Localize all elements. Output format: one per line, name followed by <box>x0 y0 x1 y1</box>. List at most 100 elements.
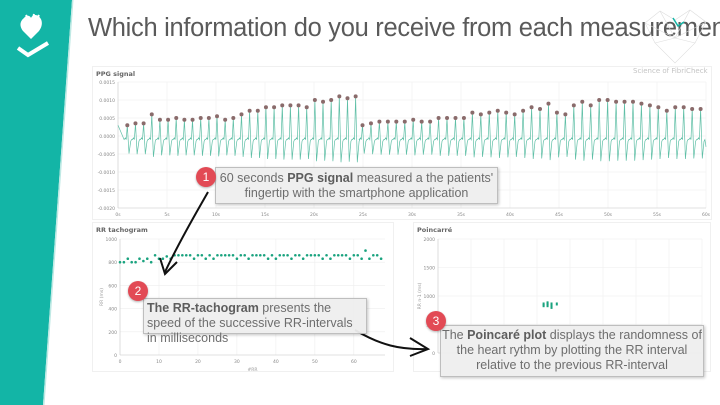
rr-point <box>169 257 172 261</box>
rr-point <box>231 253 235 257</box>
rr-point <box>290 257 293 261</box>
rr-point <box>130 260 133 264</box>
ppg-peak-marker <box>296 103 301 108</box>
ppg-peak-marker <box>470 110 475 115</box>
ppg-peak-marker <box>182 117 187 122</box>
rr-point <box>360 257 363 261</box>
ppg-peak-marker <box>321 99 326 104</box>
ppg-peak-marker <box>614 99 619 104</box>
ppg-peak-marker <box>698 107 703 111</box>
rr-point <box>200 253 204 257</box>
rr-point <box>188 253 192 257</box>
rr-point <box>126 257 130 261</box>
rr-point <box>142 259 145 263</box>
step-badge-1: 1 <box>196 167 216 187</box>
rr-point <box>336 253 340 257</box>
ppg-peak-marker <box>436 116 441 120</box>
ppg-peak-marker <box>571 103 576 108</box>
ppg-peak-marker <box>411 117 416 122</box>
rr-point <box>184 253 188 257</box>
page-title: Which information do you receive from ea… <box>88 14 720 42</box>
heart-network-icon <box>644 9 707 64</box>
step-badge-2: 2 <box>128 281 148 301</box>
poincare-point <box>542 302 545 306</box>
callout-text: measured a the patients' fingertip with … <box>244 171 494 200</box>
ppg-peak-marker <box>288 103 293 108</box>
rr-point <box>270 253 274 257</box>
rr-point <box>294 253 297 257</box>
rr-point <box>196 253 200 257</box>
poincare-point <box>546 304 549 308</box>
y-tick-label: 1000 <box>106 237 118 243</box>
x-tick-label: 60 <box>351 359 357 365</box>
ppg-peak-marker <box>223 117 228 122</box>
ppg-peak-marker <box>521 108 526 113</box>
rr-point <box>329 257 332 261</box>
y-tick-label: 1500 <box>424 266 436 272</box>
callout-text: displays the randomness of the heart ryt… <box>456 328 702 372</box>
ppg-peak-marker <box>263 105 268 110</box>
rr-point <box>149 260 153 264</box>
ppg-peak-marker <box>529 105 534 110</box>
rr-point <box>122 260 126 264</box>
rr-point <box>333 253 336 257</box>
rr-point <box>348 257 352 261</box>
x-tick-label: 30s <box>408 212 417 218</box>
y-tick-label: 200 <box>108 330 117 336</box>
ppg-peak-marker <box>272 105 277 110</box>
rr-point <box>227 253 231 257</box>
rr-point <box>325 253 328 257</box>
callout-poincare: The Poincaré plot displays the randomnes… <box>440 325 704 377</box>
ppg-peak-marker <box>690 107 695 111</box>
step-badge-3: 3 <box>426 311 446 331</box>
ppg-peak-marker <box>190 117 195 122</box>
rr-point <box>356 253 360 257</box>
ppg-peak-marker <box>630 99 635 104</box>
ppg-peak-marker <box>546 101 551 106</box>
rr-point <box>157 257 161 261</box>
teal-side-banner <box>0 0 74 405</box>
ppg-peak-marker <box>377 119 382 124</box>
ppg-peak-marker <box>664 108 669 113</box>
callout-ppg: 60 seconds PPG signal measured a the pat… <box>215 167 498 204</box>
y-tick-label: 2000 <box>424 237 436 243</box>
y-tick-label: 0 <box>432 351 435 357</box>
rr-point <box>235 257 239 261</box>
ppg-peak-marker <box>461 116 466 120</box>
y-tick-label: 400 <box>108 307 117 313</box>
rr-point <box>134 260 137 264</box>
y-tick-label: 0.0000 <box>99 134 115 140</box>
y-tick-label: -0.0005 <box>98 152 116 158</box>
rr-point <box>138 257 141 261</box>
x-tick-label: 0s <box>115 212 121 218</box>
ppg-peak-marker <box>419 119 424 124</box>
ppg-peak-marker <box>385 119 390 124</box>
callout-bold: PPG signal <box>287 171 354 185</box>
x-tick-label: 60s <box>702 212 711 218</box>
ppg-peak-marker <box>280 103 285 108</box>
ppg-peak-marker <box>157 117 162 122</box>
ppg-peak-marker <box>360 123 365 128</box>
rr-point <box>317 253 321 257</box>
poincare-point <box>550 304 553 308</box>
rr-point <box>368 257 371 261</box>
rr-point <box>118 260 122 264</box>
callout-text: The <box>442 328 468 342</box>
ppg-signal-line <box>117 96 707 163</box>
y-tick-label: -0.0015 <box>98 188 116 194</box>
rr-point <box>352 253 356 257</box>
ppg-peak-marker <box>304 105 309 110</box>
rr-point <box>153 253 157 257</box>
callout-bold: The RR-tachogram <box>147 301 259 315</box>
y-tick-label: 1000 <box>424 294 436 300</box>
rr-point <box>173 253 176 257</box>
ppg-peak-marker <box>239 112 244 117</box>
x-tick-label: 15s <box>261 212 270 218</box>
ppg-peak-marker <box>337 94 342 99</box>
x-tick-label: 25s <box>359 212 368 218</box>
ppg-peak-marker <box>580 99 585 104</box>
callout-rr: The RR-tachogram presents the speed of t… <box>143 298 367 345</box>
rr-point <box>286 253 289 257</box>
ppg-peak-marker <box>174 116 179 120</box>
rr-point <box>375 253 379 257</box>
